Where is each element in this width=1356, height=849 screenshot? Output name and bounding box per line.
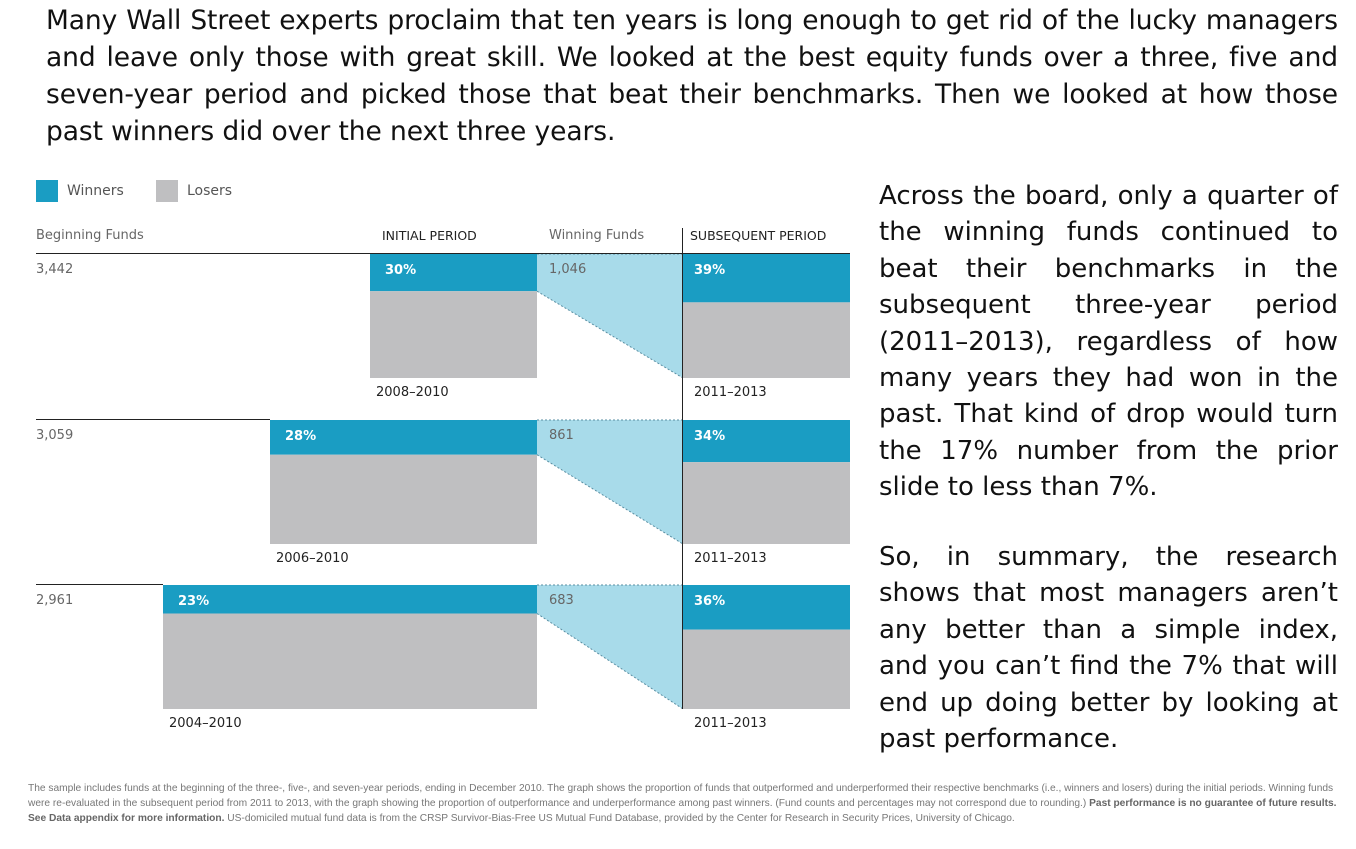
legend-winners-label: Winners	[67, 183, 124, 199]
subsequent-period-label: 2011–2013	[694, 716, 767, 731]
legend-losers-label: Losers	[187, 183, 233, 199]
footnote: The sample includes funds at the beginni…	[28, 781, 1346, 826]
beginning-funds-value: 3,442	[36, 262, 73, 277]
subsequent-losers-bar	[683, 302, 850, 378]
winners-flow-area	[537, 420, 683, 544]
funds-chart: 3,442 30% 1,046 39% 2008–2010 2011–2013 3,059 2…	[36, 228, 850, 731]
winning-funds-header: Winning Funds	[549, 228, 645, 243]
subsequent-winners-bar	[683, 420, 850, 463]
flow-bottom-dotted-line	[536, 290, 684, 379]
initial-period-header: INITIAL PERIOD	[382, 228, 477, 243]
footnote-text-1: The sample includes funds at the beginni…	[28, 783, 1334, 809]
subsequent-winners-label: 36%	[694, 594, 725, 609]
subsequent-losers-bar	[683, 629, 850, 709]
subsequent-losers-bar	[683, 462, 850, 544]
subsequent-period-label: 2011–2013	[694, 385, 767, 400]
footnote-disclaimer: Past performance is no guarantee of futu…	[28, 798, 1337, 824]
initial-winners-bar	[163, 585, 537, 614]
initial-winners-bar	[370, 254, 537, 292]
winning-funds-value: 861	[549, 428, 574, 443]
subsequent-winners-label: 34%	[694, 429, 725, 444]
initial-period-label: 2008–2010	[376, 385, 449, 400]
beginning-funds-header: Beginning Funds	[36, 228, 144, 243]
winning-funds-value: 683	[549, 593, 574, 608]
side-paragraph-1: Across the board, only a quarter of the …	[879, 181, 1338, 503]
beginning-funds-value: 2,961	[36, 593, 73, 608]
flow-bottom-dotted-line	[536, 454, 684, 545]
beginning-funds-value: 3,059	[36, 428, 73, 443]
losers-swatch	[156, 180, 178, 202]
subsequent-winners-bar	[683, 585, 850, 630]
winning-funds-value: 1,046	[549, 262, 586, 277]
footnote-text-2: US-domiciled mutual fund data is from th…	[227, 813, 1015, 824]
initial-losers-bar	[370, 291, 537, 378]
subsequent-period-label: 2011–2013	[694, 551, 767, 566]
initial-winners-label: 30%	[385, 263, 416, 278]
initial-losers-bar	[163, 613, 537, 709]
initial-winners-bar	[270, 420, 537, 455]
subsequent-period-header: SUBSEQUENT PERIOD	[690, 228, 827, 243]
initial-winners-label: 23%	[178, 594, 209, 609]
winners-swatch	[36, 180, 58, 202]
side-paragraph-2: So, in summary, the research shows that …	[879, 542, 1338, 755]
subsequent-winners-bar	[683, 254, 850, 303]
initial-winners-label: 28%	[285, 429, 316, 444]
winners-flow-area	[537, 254, 683, 378]
initial-period-label: 2006–2010	[276, 551, 349, 566]
legend-losers: Losers	[156, 180, 232, 202]
initial-period-label: 2004–2010	[169, 716, 242, 731]
subsequent-winners-label: 39%	[694, 263, 725, 278]
initial-losers-bar	[270, 454, 537, 544]
flow-bottom-dotted-line	[536, 613, 684, 710]
winners-flow-area	[537, 585, 683, 709]
legend-winners: Winners	[36, 180, 124, 202]
intro-paragraph: Many Wall Street experts proclaim that t…	[46, 5, 1338, 147]
